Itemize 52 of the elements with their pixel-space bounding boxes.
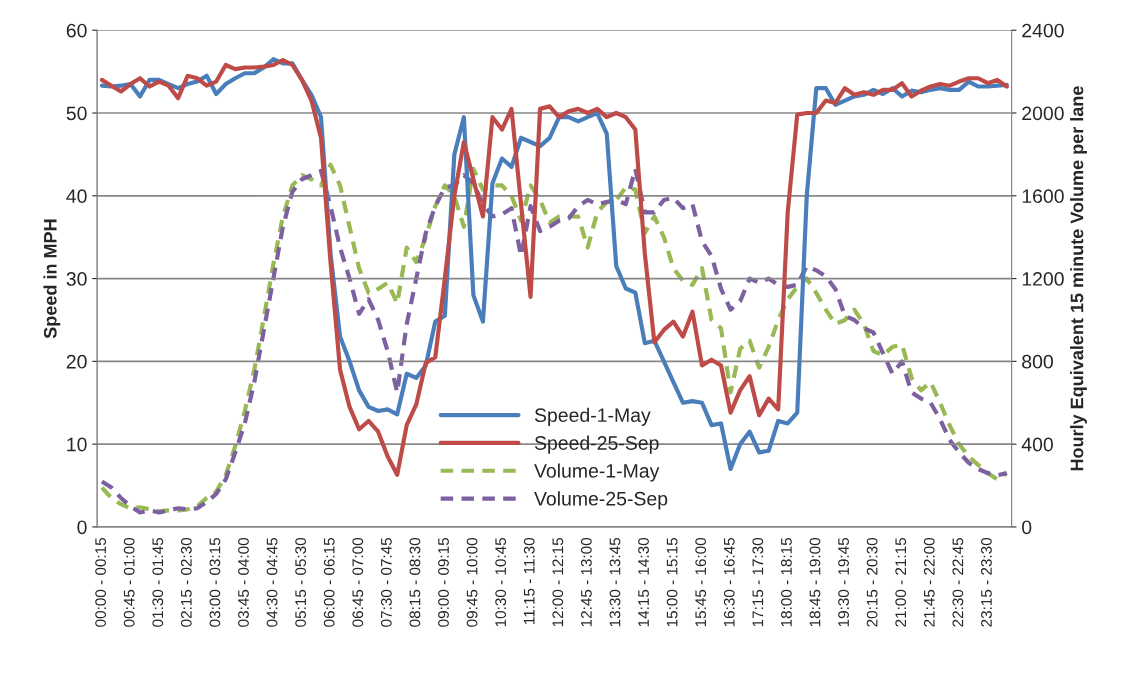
x-tick-label: 22:30 - 22:45 xyxy=(952,537,964,627)
y2-tick-label: 2400 xyxy=(1022,23,1064,38)
legend-label: Volume-25-Sep xyxy=(534,491,668,510)
x-tick-label: 14:15 - 14:30 xyxy=(638,537,649,627)
x-tick-label: 11:15 - 11:30 xyxy=(523,537,535,624)
y2-axis-title: Hourly Equivalent 15 minute Volume per lane xyxy=(1070,86,1087,471)
legend-label: Volume-1-May xyxy=(534,463,660,482)
x-tick-label: 19:30 - 19:45 xyxy=(838,537,849,627)
y-tick-label: 0 xyxy=(77,520,87,535)
y-tick-label: 60 xyxy=(66,23,87,38)
y2-tick-label: 800 xyxy=(1022,354,1053,369)
x-tick-label: 03:45 - 04:00 xyxy=(238,537,249,627)
x-tick-label: 13:30 - 13:45 xyxy=(609,537,621,627)
x-tick-label: 18:45 - 19:00 xyxy=(809,537,821,627)
y2-tick-label: 1600 xyxy=(1022,189,1064,204)
x-tick-label: 00:00 - 00:15 xyxy=(95,537,107,627)
y2-tick-label: 2000 xyxy=(1022,106,1064,121)
x-tick-label: 10:30 - 10:45 xyxy=(495,537,507,627)
x-tick-label: 01:30 - 01:45 xyxy=(152,537,164,627)
x-tick-label: 06:00 - 06:15 xyxy=(323,537,335,627)
y-tick-label: 10 xyxy=(67,437,87,452)
x-tick-label: 04:30 - 04:45 xyxy=(266,537,278,627)
y-tick-label: 50 xyxy=(66,106,87,121)
legend-label: Speed-25-Sep xyxy=(534,435,659,454)
x-tick-label: 05:15 - 05:30 xyxy=(295,537,307,627)
y2-tick-label: 1200 xyxy=(1022,272,1064,286)
x-tick-label: 20:15 - 20:30 xyxy=(866,537,878,627)
x-tick-label: 16:30 - 16:45 xyxy=(723,537,735,627)
legend-label: Speed-1-May xyxy=(534,407,651,426)
x-tick-label: 21:00 - 21:15 xyxy=(895,537,907,627)
x-tick-label: 18:00 - 18:15 xyxy=(781,537,792,627)
y-tick-label: 40 xyxy=(66,189,87,204)
x-tick-label: 21:45 - 22:00 xyxy=(923,537,935,627)
x-tick-label: 02:15 - 02:30 xyxy=(180,537,192,627)
x-tick-label: 03:00 - 03:15 xyxy=(209,537,221,627)
y-tick-label: 20 xyxy=(66,354,87,369)
x-tick-label: 08:15 - 08:30 xyxy=(409,537,421,627)
y-tick-label: 30 xyxy=(66,272,87,286)
x-tick-label: 23:15 - 23:30 xyxy=(981,537,992,627)
x-tick-label: 12:00 - 12:15 xyxy=(552,537,564,627)
x-tick-label: 15:45 - 16:00 xyxy=(695,537,707,627)
y2-tick-label: 0 xyxy=(1022,520,1032,535)
y2-tick-label: 400 xyxy=(1021,437,1053,452)
x-tick-label: 07:30 - 07:45 xyxy=(380,537,392,627)
x-tick-label: 12:45 - 13:00 xyxy=(580,537,592,627)
y-axis-title: Speed in MPH xyxy=(43,219,61,339)
x-tick-label: 00:45 - 01:00 xyxy=(123,537,135,627)
x-tick-label: 09:00 - 09:15 xyxy=(438,537,449,627)
x-tick-label: 06:45 - 07:00 xyxy=(352,537,364,627)
x-tick-label: 09:45 - 10:00 xyxy=(466,537,478,627)
x-tick-label: 17:15 - 17:30 xyxy=(752,537,764,627)
x-tick-label: 15:00 - 15:15 xyxy=(666,537,678,627)
